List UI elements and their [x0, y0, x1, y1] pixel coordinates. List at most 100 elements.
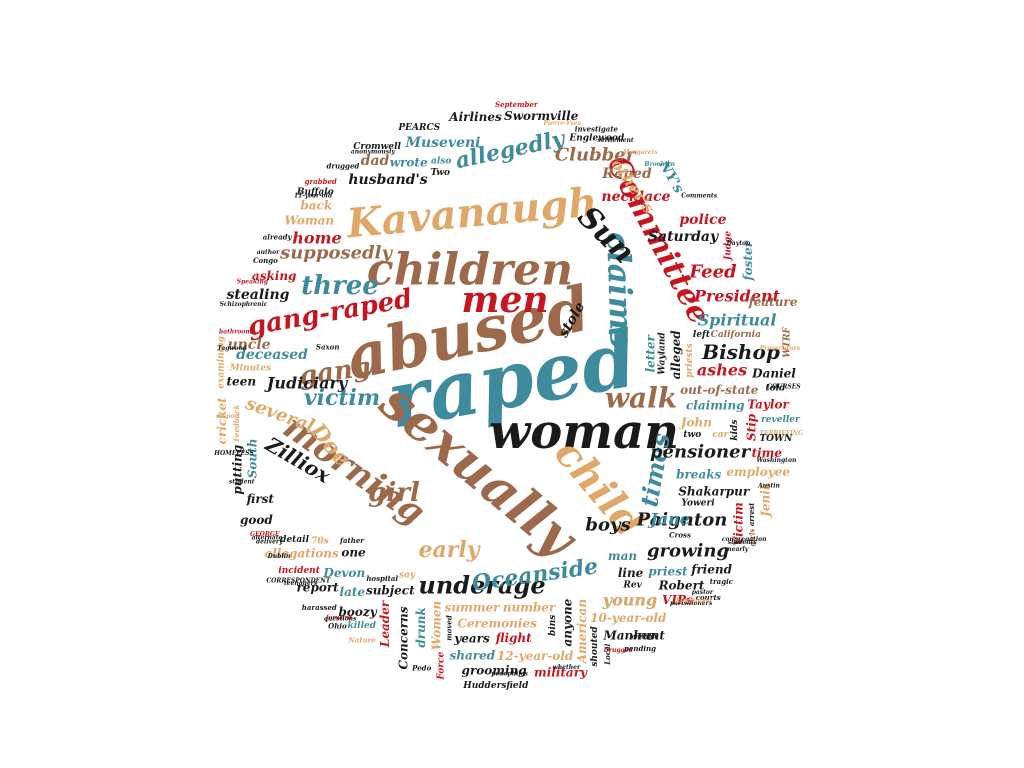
word-paignton: Paignton [636, 510, 728, 531]
word-friend: friend [690, 563, 732, 577]
word-hospital: hospital [366, 574, 398, 583]
word-swormville: Swormville [504, 109, 579, 123]
word-husband-s: husband's [348, 172, 427, 188]
word-flight: flight [495, 631, 532, 645]
word-claims: claims [599, 231, 641, 349]
word-victim: Victim [732, 502, 746, 546]
word-correspondent: CORRESPONDENT [266, 577, 330, 584]
word-terrifying: TERRIFYING [760, 430, 804, 437]
word-local: Local [603, 643, 612, 665]
word-uncle: uncle [227, 337, 270, 353]
word-report: report [296, 581, 339, 595]
word-early: early [419, 537, 482, 563]
word-saturday: Saturday [648, 229, 719, 245]
word-bathroom: bathroom [219, 329, 252, 336]
word-11-year-old: 11-year-old [294, 192, 333, 199]
word-pierre-yves: Pierre-Yves [542, 120, 581, 127]
word-underage: underage [418, 571, 545, 600]
word-first: first [246, 492, 275, 506]
word-john: John [679, 416, 712, 430]
word-subject: subject [366, 584, 415, 598]
word-walk: walk [605, 382, 677, 415]
word-alternate: alternate [252, 535, 283, 542]
word-feature: feature [748, 295, 798, 309]
word-priests: priests [685, 343, 695, 377]
word-pedo: Pedo [411, 664, 431, 673]
word-bishop: Bishop [701, 340, 780, 364]
word-claiming: claiming [686, 399, 745, 413]
word-summer: summer [445, 600, 502, 614]
word-washington: Washington [756, 457, 796, 464]
word-feed: Feed [688, 262, 737, 283]
word-two: Two [431, 168, 450, 178]
word-margarets: Margarets [622, 149, 659, 156]
word-time: time [752, 446, 783, 460]
word-courts: courts [696, 593, 721, 602]
word-asking: asking [252, 269, 297, 283]
word-report: Report [216, 413, 240, 420]
word-robert: Robert [658, 579, 705, 593]
word-buffalo: Buffalo [296, 188, 334, 198]
word-detail: detail [280, 535, 309, 545]
word-military: military [534, 666, 588, 680]
word-delivery: delivery [256, 538, 283, 545]
word-rev: Rev [622, 580, 642, 590]
word-ohio: Ohio [328, 621, 347, 630]
word-harassed: harassed [302, 603, 337, 612]
word-anyone: anyone [560, 598, 574, 646]
word-parishioners: parishioners [670, 600, 713, 607]
word-brooklyn: Brooklyn [643, 161, 675, 168]
word-speaking: Speaking [237, 279, 268, 286]
word-victim: victim [304, 385, 380, 411]
word-men: men [461, 279, 548, 321]
word-prosecutors: Prosecutors [759, 345, 801, 352]
word-nearly: nearly [727, 546, 749, 553]
word-judge: Judge [724, 231, 734, 262]
word-investigate: investigate [575, 125, 619, 134]
word-manhunt: Manhunt [602, 629, 665, 643]
word-california: California [711, 330, 761, 340]
word-one: one [341, 545, 366, 559]
word-dublin: Dublin [267, 553, 291, 560]
word-10-year-old: 10-year-old [590, 611, 667, 625]
word-homeless: HOMELESS [213, 450, 254, 457]
word-examining: examining [216, 336, 226, 389]
word-line: line [618, 566, 644, 580]
word-years: years [453, 631, 490, 645]
word-town: TOWN [759, 434, 793, 444]
word-drunk: drunk [414, 607, 428, 647]
word-say: say [399, 571, 416, 581]
word-austin: Austin [757, 483, 780, 490]
word-left: left [693, 330, 711, 340]
word-girls: girls [748, 529, 757, 547]
word-congregation: congregation [722, 536, 767, 543]
word-clubber: Clubber [555, 145, 637, 166]
word-reveller: reveller [761, 415, 801, 425]
word-feedback: Feedback [232, 404, 241, 442]
word-judiciary: Judiciary [264, 374, 349, 393]
word-pending: pending [624, 644, 656, 653]
word-saxon: Saxon [316, 343, 340, 352]
word-shouted: shouted [590, 626, 600, 667]
word-12-year-old: 12-year-old [497, 649, 574, 663]
word-cromwell: Cromwell [353, 142, 401, 152]
word-comments: Comments [681, 193, 717, 200]
word-pastor: pastor [692, 589, 714, 596]
word-schizophrenic: Schizophrenic [220, 301, 268, 308]
word-late: late [340, 585, 366, 599]
word-jane: Jane [647, 510, 690, 529]
word-number: number [503, 601, 557, 615]
word-pedophiles: pedophiles [491, 671, 528, 678]
word-grooming: grooming [462, 663, 527, 677]
word-pensioner: pensioner [650, 442, 752, 463]
word-moved: moved [445, 615, 454, 641]
word-boys: boys [585, 515, 630, 536]
word-putting: putting [231, 445, 245, 495]
word-alleged: alleged [669, 330, 683, 380]
word-wayland: Wayland [658, 332, 668, 375]
word-stip: Stip [745, 413, 759, 441]
word-young: young [602, 591, 657, 610]
word-children: children [367, 245, 573, 296]
word-spiritual: Spiritual [698, 311, 777, 330]
